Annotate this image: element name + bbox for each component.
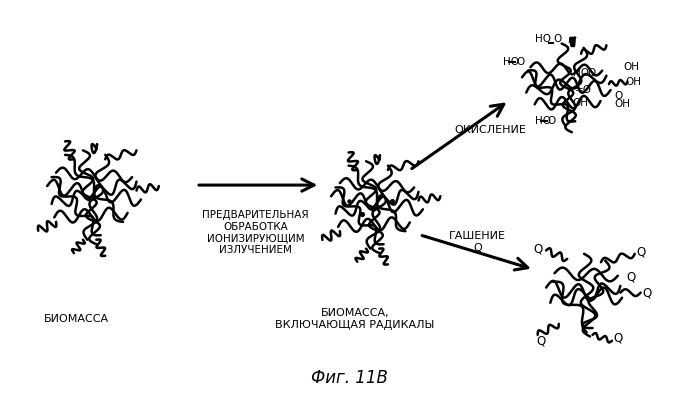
Text: OH: OH <box>626 76 642 87</box>
Text: OH: OH <box>624 62 640 72</box>
Text: O: O <box>516 57 524 67</box>
Text: ОКИСЛЕНИЕ: ОКИСЛЕНИЕ <box>454 125 526 136</box>
Text: O: O <box>615 91 623 101</box>
Text: HO: HO <box>572 68 589 78</box>
Text: Q: Q <box>636 245 646 258</box>
Text: Q: Q <box>533 242 542 255</box>
Text: =O: =O <box>575 85 592 95</box>
Text: БИОМАССА: БИОМАССА <box>44 314 110 324</box>
Text: Q: Q <box>614 332 623 345</box>
Text: Фиг. 11В: Фиг. 11В <box>310 369 387 387</box>
Text: O: O <box>553 33 561 44</box>
Text: ГАШЕНИЕ
Q: ГАШЕНИЕ Q <box>449 231 506 253</box>
Text: Q: Q <box>642 286 651 299</box>
Text: OH: OH <box>572 98 589 108</box>
Text: ПРЕДВАРИТЕЛЬНАЯ
ОБРАБОТКА
ИОНИЗИРУЮЩИМ
ИЗЛУЧЕНИЕМ: ПРЕДВАРИТЕЛЬНАЯ ОБРАБОТКА ИОНИЗИРУЮЩИМ И… <box>202 210 309 255</box>
Text: HO: HO <box>503 57 519 67</box>
Text: Q: Q <box>626 271 635 284</box>
Text: OH: OH <box>615 99 631 110</box>
Text: HO: HO <box>535 116 551 126</box>
Text: O: O <box>587 68 596 78</box>
Text: O: O <box>547 116 556 126</box>
Text: БИОМАССА,
ВКЛЮЧАЮЩАЯ РАДИКАЛЫ: БИОМАССА, ВКЛЮЧАЮЩАЯ РАДИКАЛЫ <box>275 309 435 330</box>
Text: HO: HO <box>535 33 551 44</box>
Text: Q: Q <box>536 334 545 347</box>
